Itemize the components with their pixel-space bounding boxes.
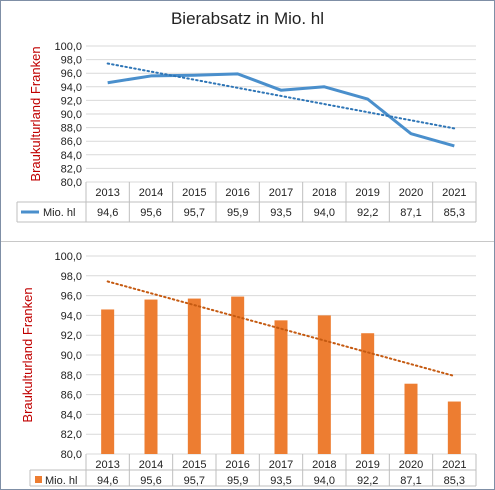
y-tick-label: 94,0 <box>61 310 82 322</box>
x-tick-label: 2019 <box>355 459 379 471</box>
x-tick-label: 2020 <box>399 459 423 471</box>
y-tick-label: 86,0 <box>61 136 82 148</box>
x-tick-label: 2021 <box>442 459 466 471</box>
y-tick-label: 100,0 <box>54 251 82 263</box>
y-tick-label: 92,0 <box>61 330 82 342</box>
bar <box>187 298 201 454</box>
x-tick-label: 2013 <box>95 459 119 471</box>
y-tick-label: 90,0 <box>61 350 82 362</box>
bar <box>447 401 461 454</box>
y-tick-label: 80,0 <box>61 177 82 189</box>
y-tick-label: 88,0 <box>61 123 82 135</box>
x-tick-label: 2015 <box>182 459 206 471</box>
data-table-value: 92,2 <box>357 475 378 487</box>
y-tick-label: 82,0 <box>61 163 82 175</box>
x-tick-label: 2017 <box>269 187 293 199</box>
data-table-value: 95,6 <box>140 207 161 219</box>
x-tick-label: 2018 <box>312 187 336 199</box>
data-table-value: 92,2 <box>357 207 378 219</box>
bar <box>317 315 331 454</box>
x-tick-label: 2021 <box>442 187 466 199</box>
bar <box>231 296 245 454</box>
y-tick-label: 98,0 <box>61 271 82 283</box>
y-tick-label: 96,0 <box>61 68 82 80</box>
data-table-value: 87,1 <box>400 475 421 487</box>
data-table-value: 95,6 <box>140 475 161 487</box>
bar <box>404 383 418 454</box>
data-table-value: 95,7 <box>184 207 205 219</box>
y-tick-label: 96,0 <box>61 291 82 303</box>
x-tick-label: 2013 <box>95 187 119 199</box>
trend-line <box>106 280 456 377</box>
data-table-value: 93,5 <box>270 475 291 487</box>
x-tick-label: 2016 <box>225 187 249 199</box>
data-table-value: 93,5 <box>270 207 291 219</box>
trend-line <box>106 62 456 130</box>
y-axis-title: Braukulturland Franken <box>20 287 35 422</box>
y-tick-label: 90,0 <box>61 109 82 121</box>
y-axis-title: Braukulturland Franken <box>28 46 43 181</box>
bar <box>101 309 115 454</box>
x-tick-label: 2015 <box>182 187 206 199</box>
legend-key-bar <box>35 476 42 483</box>
y-tick-label: 88,0 <box>61 370 82 382</box>
y-tick-label: 80,0 <box>61 449 82 461</box>
bar <box>361 333 375 454</box>
y-tick-label: 100,0 <box>54 41 82 53</box>
y-tick-label: 94,0 <box>61 82 82 94</box>
data-table-value: 85,3 <box>444 207 465 219</box>
x-tick-label: 2019 <box>355 187 379 199</box>
x-tick-label: 2020 <box>399 187 423 199</box>
data-table-value: 95,9 <box>227 475 248 487</box>
legend-label: Mio. hl <box>45 475 77 487</box>
line-chart: 80,082,084,086,088,090,092,094,096,098,0… <box>16 41 477 223</box>
y-tick-label: 84,0 <box>61 150 82 162</box>
series-line <box>107 72 455 148</box>
x-tick-label: 2014 <box>139 187 163 199</box>
data-table-value: 95,7 <box>184 475 205 487</box>
x-tick-label: 2014 <box>139 459 163 471</box>
data-table-value: 94,6 <box>97 207 118 219</box>
data-table-value: 85,3 <box>444 475 465 487</box>
x-tick-label: 2017 <box>269 459 293 471</box>
legend-label: Mio. hl <box>43 207 75 219</box>
x-tick-label: 2016 <box>225 459 249 471</box>
y-tick-label: 92,0 <box>61 95 82 107</box>
y-tick-label: 86,0 <box>61 390 82 402</box>
x-tick-label: 2018 <box>312 459 336 471</box>
data-table-value: 95,9 <box>227 207 248 219</box>
data-table-value: 94,6 <box>97 475 118 487</box>
y-tick-label: 98,0 <box>61 55 82 67</box>
bar <box>274 320 288 454</box>
data-table-value: 87,1 <box>400 207 421 219</box>
chart-divider <box>1 241 494 242</box>
bar <box>144 299 158 454</box>
chart-title: Bierabsatz in Mio. hl <box>170 9 325 28</box>
data-table-value: 94,0 <box>314 475 335 487</box>
y-tick-label: 84,0 <box>61 409 82 421</box>
data-table-value: 94,0 <box>314 207 335 219</box>
bar-chart: 80,0 82,0 84,0 86,0 88,0 90,0 92,0 94,0 96,0 98,0… <box>20 251 477 487</box>
y-tick-label: 82,0 <box>61 429 82 441</box>
